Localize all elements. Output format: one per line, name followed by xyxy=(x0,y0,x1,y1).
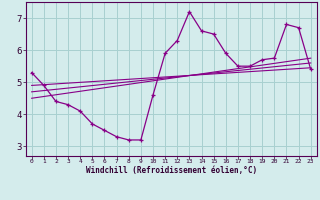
X-axis label: Windchill (Refroidissement éolien,°C): Windchill (Refroidissement éolien,°C) xyxy=(86,166,257,175)
